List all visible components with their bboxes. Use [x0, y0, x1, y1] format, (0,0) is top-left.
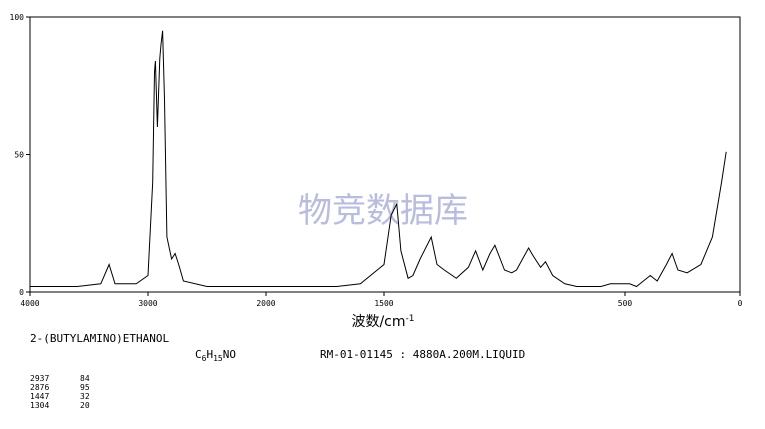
x-tick-label: 500	[618, 299, 633, 308]
x-tick-label: 0	[738, 299, 743, 308]
formula-sub: 15	[213, 354, 223, 363]
x-tick-label: 2000	[256, 299, 275, 308]
x-tick-label: 1500	[374, 299, 393, 308]
formula-part: H	[206, 348, 213, 361]
x-tick-label: 3000	[138, 299, 157, 308]
peak-wavenumber: 1304	[30, 401, 49, 410]
x-tick-label: 4000	[20, 299, 39, 308]
y-tick-label: 100	[10, 13, 25, 22]
x-axis-label-sup: -1	[406, 314, 415, 324]
x-axis-label-text: 波数/cm	[351, 314, 405, 330]
peak-intensity: 32	[80, 392, 90, 401]
x-axis-label: 波数/cm-1	[351, 314, 414, 330]
formula: C6H15NO	[195, 348, 236, 363]
peak-wavenumber: 2937	[30, 374, 49, 383]
watermark: 物竞数据库	[298, 191, 468, 231]
peak-wavenumber: 1447	[30, 392, 49, 401]
peak-intensity: 20	[80, 401, 90, 410]
y-tick-label: 50	[14, 151, 24, 160]
compound-name: 2-(BUTYLAMINO)ETHANOL	[30, 332, 169, 345]
plot-frame	[29, 16, 741, 293]
formula-sub: 6	[202, 354, 207, 363]
formula-part: NO	[223, 348, 236, 361]
peak-wavenumber: 2876	[30, 383, 49, 392]
formula-part: C	[195, 348, 202, 361]
peak-intensity: 95	[80, 383, 90, 392]
y-tick-label: 0	[19, 288, 24, 297]
sample-info: RM-01-01145 : 4880A.200M.LIQUID	[320, 348, 525, 361]
spectrum-line	[30, 30, 727, 288]
peak-intensity: 84	[80, 374, 90, 383]
